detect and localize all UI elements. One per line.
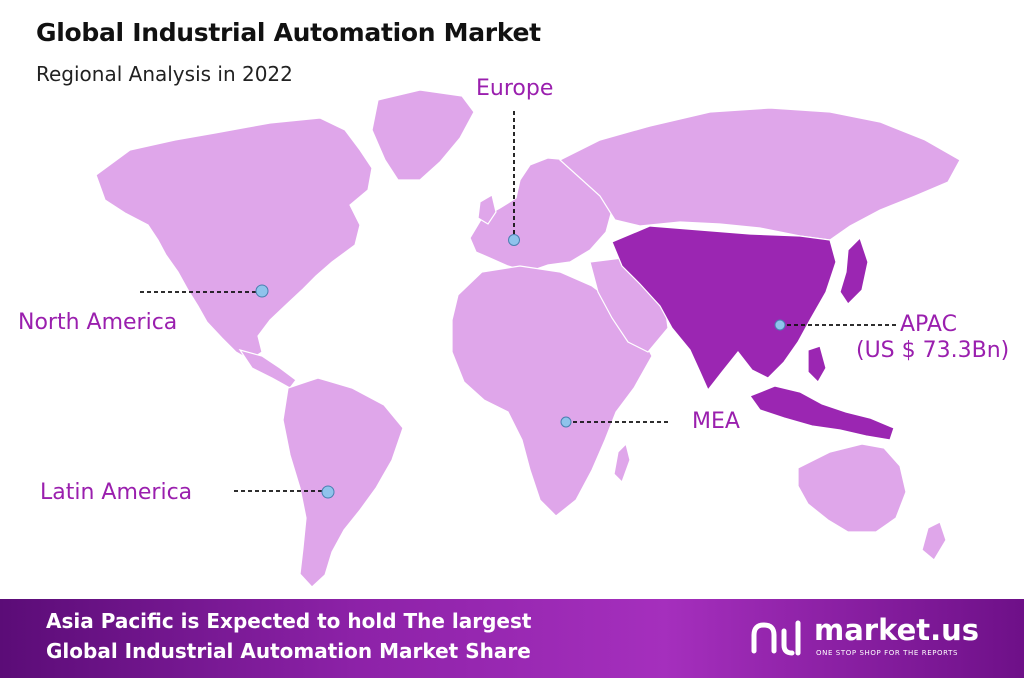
new-zealand-landmass — [921, 521, 947, 561]
europe-label: Europe — [476, 76, 554, 101]
russia-landmass — [558, 107, 961, 241]
latin-america-marker — [321, 485, 335, 499]
world-map — [95, 89, 961, 588]
japan-region — [839, 236, 869, 305]
africa-landmass — [451, 265, 653, 517]
brand-logo: market.us ONE STOP SHOP FOR THE REPORTS — [748, 611, 998, 669]
apac-market-value: (US $ 73.3Bn) — [856, 338, 1010, 363]
north-america-landmass — [95, 117, 373, 361]
apac-marker — [774, 319, 786, 331]
north-america-label: North America — [18, 310, 178, 335]
latin-america-label: Latin America — [40, 480, 193, 505]
greenland-landmass — [371, 89, 475, 181]
southeast-asia-islands — [749, 385, 895, 441]
australia-landmass — [797, 443, 907, 533]
north-america-marker — [255, 284, 269, 298]
mea-marker — [560, 416, 572, 428]
apac-label: APAC — [900, 312, 957, 337]
page-title: Global Industrial Automation Market — [36, 18, 541, 47]
brand-tagline: ONE STOP SHOP FOR THE REPORTS — [816, 649, 959, 657]
uk-landmass — [477, 194, 497, 225]
page-subtitle: Regional Analysis in 2022 — [36, 62, 293, 86]
brand-name: market.us — [814, 613, 980, 647]
south-america-landmass — [282, 377, 404, 588]
market-us-logo-icon — [751, 620, 801, 656]
footer-banner: Asia Pacific is Expected to hold The lar… — [0, 599, 1024, 678]
madagascar-landmass — [613, 442, 631, 484]
footer-line-1: Asia Pacific is Expected to hold The lar… — [46, 609, 532, 633]
central-america-landmass — [238, 348, 297, 389]
footer-line-2: Global Industrial Automation Market Shar… — [46, 639, 531, 663]
philippines-region — [807, 345, 827, 383]
europe-marker — [508, 234, 520, 246]
mea-label: MEA — [692, 409, 740, 434]
apac-region — [611, 225, 837, 392]
